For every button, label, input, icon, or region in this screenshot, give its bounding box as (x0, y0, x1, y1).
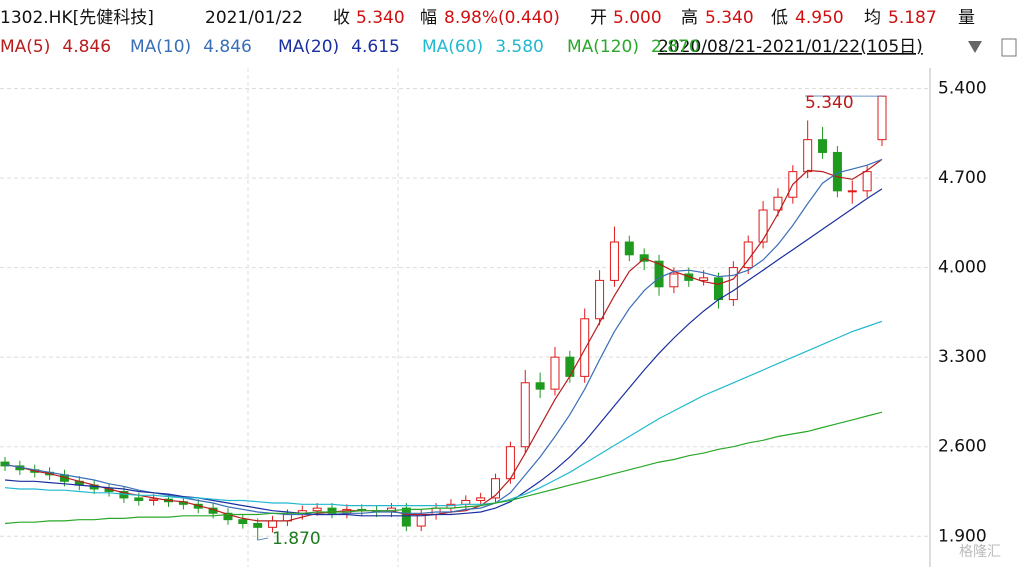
label: 量 (958, 8, 975, 28)
value: 5.340 (705, 8, 754, 28)
candle-body (476, 497, 486, 501)
candle-body (773, 196, 783, 211)
candle-body (238, 519, 248, 524)
candle-body (654, 260, 664, 288)
candle-body (149, 498, 159, 501)
value: 5.340 (356, 8, 405, 28)
legend-entry: MA(60) 3.580 (422, 37, 544, 57)
candle-body (253, 522, 263, 528)
ticker: 1302.HK[先健科技] (0, 8, 154, 28)
candle-body (535, 382, 545, 390)
legend-value: 4.846 (203, 37, 252, 57)
y-tick-label: 4.000 (938, 258, 987, 278)
candle-body (699, 277, 709, 281)
candle-body (758, 209, 768, 243)
candle-body (565, 356, 575, 377)
watermark: 格隆汇 (959, 544, 1001, 560)
value: 8.98%(0.440) (444, 8, 560, 28)
candle-body (580, 318, 590, 377)
y-tick-label: 3.300 (938, 347, 987, 367)
candle-body (401, 507, 411, 527)
candle-body (223, 512, 233, 521)
label: 低 (771, 8, 788, 28)
legend-value: 4.846 (62, 37, 111, 57)
candle-body (550, 356, 560, 390)
candle-body (862, 171, 872, 192)
ma-line (4, 411, 883, 525)
header: 1302.HK[先健科技] 2021/01/22 收 5.340 幅 8.98%… (0, 8, 1017, 57)
label: 高 (681, 8, 698, 28)
legend-entry: MA(10) 4.846 (130, 37, 252, 57)
label: 开 (590, 8, 607, 28)
candle-body (327, 507, 337, 514)
candle-body (847, 190, 857, 193)
label: 幅 (420, 8, 437, 28)
candle-body (624, 241, 634, 256)
legend-value: 4.615 (351, 37, 400, 57)
legend-value: 3.580 (495, 37, 544, 57)
page-icon[interactable] (1001, 38, 1017, 57)
candle-body (713, 277, 723, 301)
date-range[interactable]: 2020/08/21-2021/01/22(105日) (658, 37, 923, 57)
ma-line (4, 158, 883, 516)
value: 5.187 (888, 8, 937, 28)
candle-body (520, 382, 530, 448)
v-grid (247, 68, 399, 567)
legend-entry: MA(20) 4.615 (278, 37, 400, 57)
candle-body (818, 139, 828, 153)
y-tick-label: 1.900 (938, 526, 987, 546)
legend-entry: MA(120) 2.870 (567, 37, 700, 57)
candle-body (877, 95, 887, 141)
legend-name: MA(20) (278, 37, 339, 57)
candle-body (0, 461, 10, 467)
y-tick-label: 4.700 (938, 168, 987, 188)
label: 收 (333, 8, 350, 28)
legend-name: MA(5) (0, 37, 50, 57)
ma-line (4, 188, 883, 517)
candle-body (312, 507, 322, 512)
ma-line (4, 158, 883, 522)
dropdown-icon[interactable] (968, 41, 982, 53)
ma-line (4, 320, 883, 507)
annotation-leader (257, 537, 269, 541)
date: 2021/01/22 (205, 8, 303, 28)
legend-name: MA(120) (567, 37, 639, 57)
candle-body (268, 520, 278, 528)
y-tick-label: 5.400 (938, 78, 987, 98)
legend-entry: MA(5) 4.846 (0, 37, 111, 57)
legend-name: MA(60) (422, 37, 483, 57)
label: 均 (864, 8, 881, 28)
legend-name: MA(10) (130, 37, 191, 57)
candle-body (803, 139, 813, 173)
annotation: 5.340 (805, 93, 854, 113)
legend-value: 2.870 (651, 37, 700, 57)
candle-body (491, 478, 501, 499)
y-tick-label: 2.600 (938, 437, 987, 457)
value: 4.950 (795, 8, 844, 28)
candle-body (728, 267, 738, 301)
candle-body (609, 241, 619, 281)
annotation: 1.870 (272, 529, 321, 549)
candle-body (595, 279, 605, 320)
candle-body (134, 497, 144, 501)
candle-body (669, 273, 679, 288)
value: 5.000 (613, 8, 662, 28)
